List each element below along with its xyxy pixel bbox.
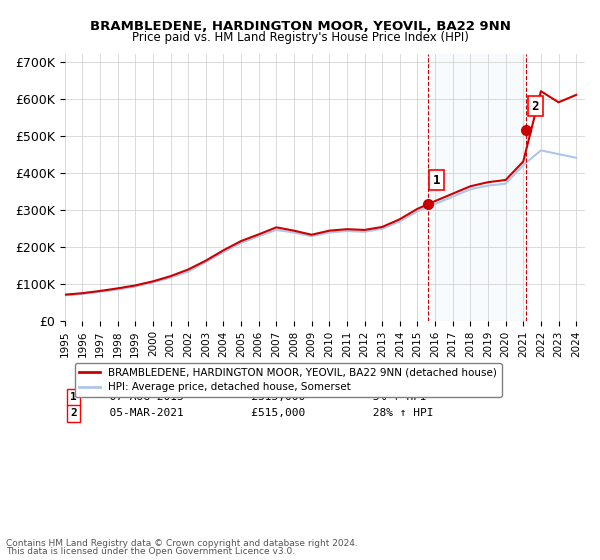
Text: BRAMBLEDENE, HARDINGTON MOOR, YEOVIL, BA22 9NN: BRAMBLEDENE, HARDINGTON MOOR, YEOVIL, BA…: [89, 20, 511, 32]
Text: 05-MAR-2021          £515,000          28% ↑ HPI: 05-MAR-2021 £515,000 28% ↑ HPI: [96, 408, 433, 418]
Text: 1: 1: [433, 174, 440, 186]
Text: Contains HM Land Registry data © Crown copyright and database right 2024.: Contains HM Land Registry data © Crown c…: [6, 539, 358, 548]
Text: 07-AUG-2015          £315,000          3% ↑ HPI: 07-AUG-2015 £315,000 3% ↑ HPI: [96, 393, 427, 403]
Text: 2: 2: [70, 408, 77, 418]
Legend: BRAMBLEDENE, HARDINGTON MOOR, YEOVIL, BA22 9NN (detached house), HPI: Average pr: BRAMBLEDENE, HARDINGTON MOOR, YEOVIL, BA…: [75, 363, 502, 396]
Text: Price paid vs. HM Land Registry's House Price Index (HPI): Price paid vs. HM Land Registry's House …: [131, 31, 469, 44]
Bar: [428, 54, 526, 320]
Text: 2: 2: [532, 100, 539, 113]
Text: 1: 1: [70, 393, 77, 403]
Text: This data is licensed under the Open Government Licence v3.0.: This data is licensed under the Open Gov…: [6, 547, 295, 556]
